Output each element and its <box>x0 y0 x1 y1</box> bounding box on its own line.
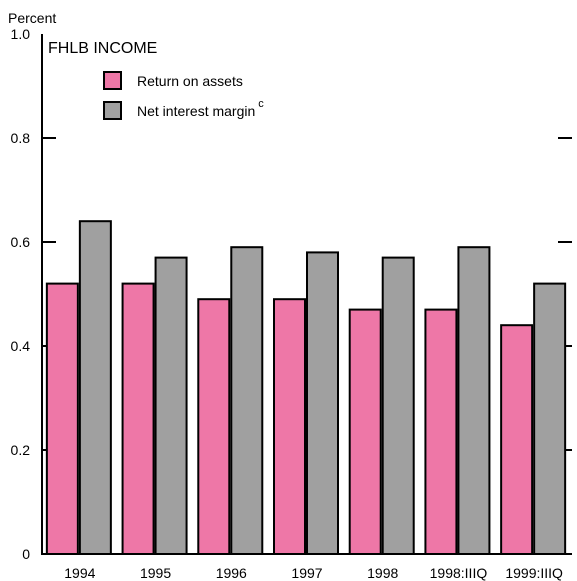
bar-net-interest-margin <box>230 246 264 555</box>
legend-label: Return on assets <box>137 73 243 89</box>
x-tick-label: 1995 <box>140 565 171 581</box>
bar-net-interest-margin <box>78 220 112 555</box>
legend-swatch <box>103 101 122 120</box>
bars <box>45 220 567 556</box>
y-tick-label: 0.6 <box>11 234 31 250</box>
y-tick-label: 0.2 <box>11 442 31 458</box>
y-tick-label: 0.4 <box>11 338 31 354</box>
x-tick-label: 1998 <box>367 565 398 581</box>
bar-net-interest-margin <box>306 251 339 555</box>
bar-return-on-assets <box>424 308 458 555</box>
y-tick-label: 0.8 <box>11 130 31 146</box>
chart-title: FHLB INCOME <box>48 40 157 57</box>
x-tick-label: 1996 <box>216 565 247 581</box>
bar-net-interest-margin <box>381 256 415 555</box>
legend-swatch <box>103 71 122 90</box>
bar-return-on-assets <box>273 298 306 556</box>
bar-return-on-assets <box>500 324 534 556</box>
y-axis-label: Percent <box>8 10 56 26</box>
x-tick-label: 1997 <box>291 565 322 581</box>
bar-net-interest-margin <box>533 282 567 555</box>
bar-return-on-assets <box>121 282 155 555</box>
legend-label: Net interest margin <box>137 103 255 119</box>
legend-superscript: c <box>258 98 264 110</box>
bar-return-on-assets <box>45 282 79 555</box>
y-tick-label: 1.0 <box>11 26 31 42</box>
bar-return-on-assets <box>348 308 382 555</box>
bar-net-interest-margin <box>457 246 491 555</box>
x-axis-ticks: 1994 1995 1996 1997 1998 1998:IIIQ 1999:IIIQ <box>64 565 563 581</box>
x-tick-label: 1999:IIIQ <box>505 565 563 581</box>
bar-net-interest-margin <box>154 256 188 555</box>
y-tick-label: 0 <box>22 546 30 562</box>
bar-return-on-assets <box>197 298 231 556</box>
legend: Return on assets Net interest margin c <box>103 71 264 120</box>
x-tick-label: 1998:IIIQ <box>430 565 488 581</box>
x-tick-label: 1994 <box>64 565 95 581</box>
